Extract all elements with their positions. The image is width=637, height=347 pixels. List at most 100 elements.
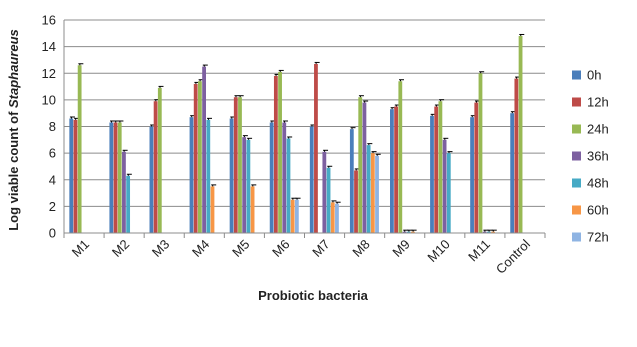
legend-swatch: [572, 151, 581, 161]
bar: [394, 106, 399, 233]
bar: [470, 117, 474, 233]
legend-swatch: [572, 124, 581, 134]
bar: [157, 87, 162, 233]
bar: [286, 138, 291, 233]
bar: [233, 97, 238, 234]
bar: [518, 35, 523, 233]
y-axis-title: Log viable count of Staphaureus: [6, 29, 21, 231]
x-tick-label: M1: [69, 237, 92, 260]
bar: [514, 78, 519, 233]
bar: [149, 126, 154, 233]
y-axis-title-prefix: Log viable count of: [6, 108, 21, 231]
bar: [126, 175, 131, 233]
legend-swatch: [572, 70, 581, 80]
bar: [282, 122, 287, 233]
legend-swatch: [572, 97, 581, 107]
bar: [362, 102, 367, 233]
x-tick-label: M5: [229, 237, 252, 260]
bar: [246, 139, 251, 233]
bar: [430, 115, 434, 233]
bar: [478, 73, 483, 233]
bar: [442, 139, 447, 233]
y-axis-title-organism: Staphaureus: [6, 29, 21, 108]
x-tick-label: M8: [349, 237, 372, 260]
bar: [113, 122, 118, 233]
y-tick-label: 8: [49, 119, 56, 134]
bar: [398, 81, 403, 233]
bar: [197, 81, 202, 233]
bar: [153, 101, 158, 233]
legend-swatch: [572, 205, 581, 215]
bar: [491, 231, 495, 233]
y-tick-label: 0: [49, 226, 56, 241]
x-axis-title: Probiotic bacteria: [258, 288, 369, 303]
bar: [402, 231, 407, 233]
bar: [438, 101, 443, 233]
bar: [229, 118, 234, 233]
x-tick-label: M3: [149, 237, 172, 260]
bar: [354, 170, 358, 233]
bar: [335, 203, 339, 233]
bar: [330, 202, 335, 233]
bar: [290, 199, 295, 233]
x-tick-label: M4: [189, 237, 212, 260]
bar: [242, 137, 247, 233]
bar: [193, 83, 198, 234]
x-tick-label: M9: [389, 237, 412, 260]
legend-label: 72h: [587, 230, 609, 245]
legend-label: 48h: [587, 176, 609, 191]
legend-label: 60h: [587, 203, 609, 218]
bar: [322, 151, 327, 233]
y-tick-label: 14: [42, 39, 56, 54]
bar: [117, 122, 122, 233]
gridlines: [64, 19, 545, 234]
bar: [411, 231, 415, 233]
bar: [375, 155, 379, 233]
x-tick-label: Control: [493, 236, 533, 276]
bar: [390, 109, 394, 233]
x-tick-label: M11: [465, 237, 493, 265]
bar: [326, 167, 331, 233]
bar: [189, 117, 194, 233]
bar: [278, 71, 282, 233]
bar: [482, 231, 487, 233]
x-tick-label: M2: [109, 237, 132, 260]
axes: [63, 20, 546, 238]
bar: [109, 122, 114, 233]
legend-label: 12h: [587, 95, 609, 110]
x-tick-label: M7: [309, 237, 332, 260]
legend-swatch: [572, 232, 581, 242]
legend-label: 36h: [587, 149, 609, 164]
y-tick-label: 10: [42, 92, 56, 107]
y-tick-label: 4: [49, 172, 56, 187]
legend-swatch: [572, 178, 581, 188]
bar: [238, 97, 242, 234]
bar: [370, 153, 375, 233]
bar: [406, 231, 411, 233]
bar: [446, 153, 451, 233]
bar: [269, 122, 274, 233]
legend-label: 0h: [587, 68, 601, 83]
bar: [73, 119, 78, 233]
bar: [434, 106, 439, 233]
bar: [69, 118, 74, 233]
y-tick-label: 12: [42, 66, 56, 81]
bar: [273, 75, 278, 233]
bar: [77, 65, 82, 233]
bars: [69, 33, 525, 234]
y-tick-label: 16: [42, 13, 56, 28]
bar: [294, 199, 299, 233]
bar: [210, 186, 215, 233]
bar: [202, 66, 206, 233]
bar: [358, 97, 363, 234]
bar: [474, 102, 479, 233]
bar: [309, 126, 314, 233]
bar: [366, 145, 371, 233]
bar: [486, 231, 491, 233]
bar: [349, 129, 354, 233]
legend: 0h 12h 24h 36h 48h 60h 72h: [572, 68, 609, 245]
bar: [206, 119, 211, 233]
x-tick-label: M10: [424, 237, 452, 265]
